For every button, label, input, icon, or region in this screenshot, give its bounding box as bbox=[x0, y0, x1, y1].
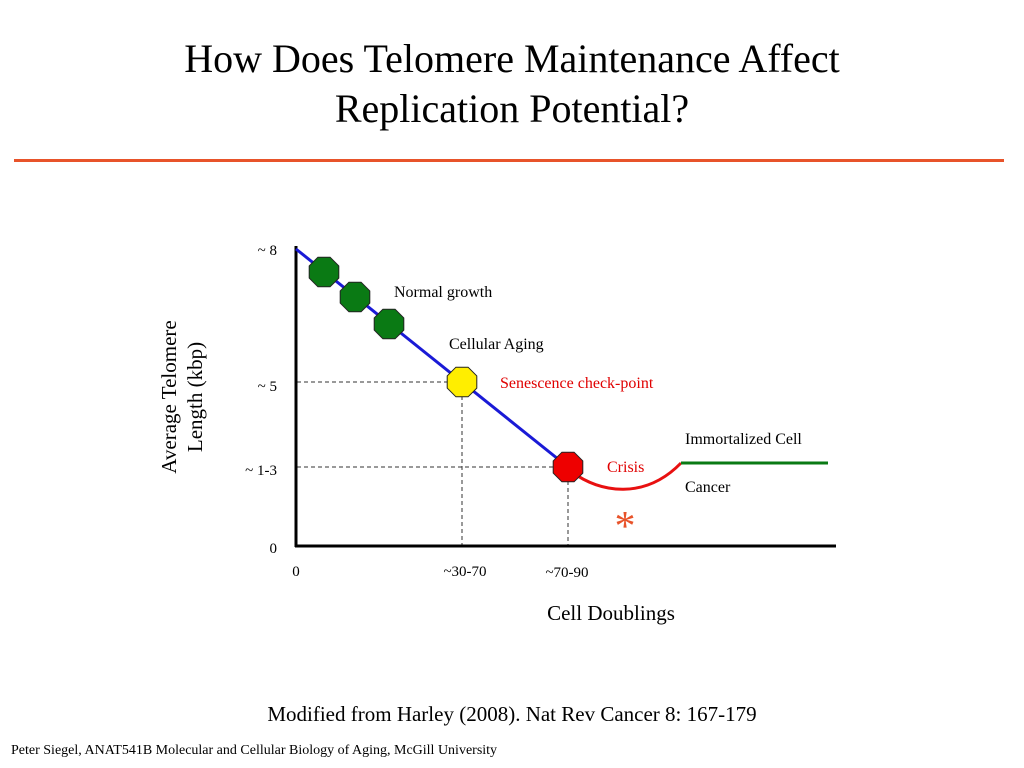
crisis-label: Crisis bbox=[607, 459, 644, 476]
senescence-checkpoint-marker bbox=[446, 366, 478, 398]
immortalized-cell-label: Immortalized Cell bbox=[685, 431, 802, 448]
x-axis-label: Cell Doublings bbox=[547, 601, 675, 625]
y-axis-label-line-2: Length (kbp) bbox=[183, 342, 207, 452]
cellular-aging-label: Cellular Aging bbox=[449, 336, 544, 353]
normal-growth-marker bbox=[308, 256, 340, 288]
title-line-1: How Does Telomere Maintenance Affect bbox=[184, 36, 840, 81]
normal-growth-label: Normal growth bbox=[394, 284, 492, 301]
y-tick-label: 0 bbox=[270, 541, 278, 557]
normal-growth-marker bbox=[373, 308, 405, 340]
x-tick-label: 0 bbox=[292, 564, 300, 580]
x-tick-label: ~30-70 bbox=[443, 564, 486, 580]
footer-credit: Peter Siegel, ANAT541B Molecular and Cel… bbox=[11, 743, 498, 758]
y-tick-label: ~ 5 bbox=[258, 379, 277, 395]
slide-title: How Does Telomere Maintenance Affect Rep… bbox=[0, 34, 1024, 134]
x-tick-label: ~70-90 bbox=[545, 565, 588, 581]
crisis-curve bbox=[571, 461, 683, 491]
senescence-checkpoint-label: Senescence check-point bbox=[500, 375, 654, 392]
y-tick-label: ~ 8 bbox=[258, 243, 277, 259]
y-axis-label: Average Telomere Length (kbp) bbox=[157, 320, 207, 473]
title-line-2: Replication Potential? bbox=[334, 86, 690, 131]
citation: Modified from Harley (2008). Nat Rev Can… bbox=[267, 702, 757, 726]
asterisk-mark: * bbox=[615, 504, 636, 550]
normal-growth-marker bbox=[339, 281, 371, 313]
cancer-label: Cancer bbox=[685, 479, 731, 496]
y-axis-label-line-1: Average Telomere bbox=[157, 320, 181, 473]
y-tick-label: ~ 1-3 bbox=[245, 463, 277, 479]
telomere-decline-line bbox=[295, 247, 569, 469]
crisis-marker bbox=[552, 451, 584, 483]
title-divider bbox=[14, 159, 1004, 162]
